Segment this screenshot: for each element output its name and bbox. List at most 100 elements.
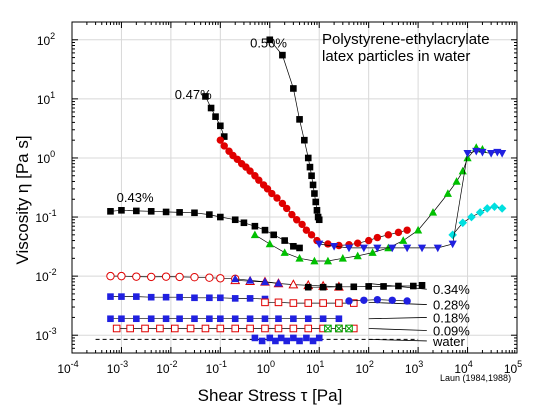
data-point	[107, 293, 114, 300]
series-3	[107, 207, 303, 252]
data-point	[335, 324, 343, 333]
data-point	[304, 315, 312, 323]
data-point	[206, 294, 213, 302]
data-point	[216, 274, 225, 283]
data-point	[478, 148, 487, 157]
data-point	[428, 208, 438, 216]
data-point	[365, 283, 372, 290]
data-point	[388, 244, 397, 253]
x-tick-label: 100	[257, 359, 275, 376]
data-point	[373, 244, 382, 253]
data-point	[306, 163, 314, 171]
data-point	[251, 222, 259, 230]
data-point	[418, 281, 426, 289]
data-point	[324, 324, 332, 333]
data-point	[345, 324, 353, 333]
data-point	[191, 209, 198, 217]
data-point	[295, 254, 304, 262]
data-point	[161, 272, 171, 281]
data-series	[106, 36, 507, 345]
data-point	[280, 248, 289, 256]
data-point	[279, 51, 286, 59]
data-point	[368, 248, 377, 256]
data-point	[452, 177, 461, 185]
data-point	[487, 149, 496, 158]
x-tick-label: 10-4	[57, 359, 78, 376]
data-point	[270, 231, 277, 239]
data-point	[345, 297, 353, 305]
data-point	[186, 324, 195, 333]
x-axis-title: Shear Stress τ [Pa]	[198, 386, 343, 405]
data-point	[268, 189, 276, 198]
y-axis-title: Viscosity η [Pa s]	[13, 135, 32, 264]
data-point-cross	[324, 324, 332, 333]
data-point	[231, 295, 239, 302]
data-point	[132, 272, 141, 281]
data-point	[403, 226, 411, 234]
data-point	[304, 324, 313, 333]
data-point	[212, 113, 219, 120]
data-point	[296, 337, 303, 345]
x-tick-label: 10-2	[156, 359, 177, 376]
data-point	[217, 294, 224, 302]
data-point	[315, 240, 324, 249]
data-point	[206, 211, 213, 218]
x-tick-label: 105	[504, 359, 522, 376]
data-point	[289, 324, 298, 333]
data-point	[118, 207, 125, 214]
x-tick-label: 102	[355, 359, 373, 376]
data-point	[273, 194, 281, 202]
data-point	[283, 337, 291, 345]
data-point	[272, 337, 279, 345]
data-point	[231, 216, 239, 224]
x-tick-label: 103	[405, 359, 423, 376]
annotation-label: 0.34%	[433, 282, 470, 297]
data-point	[217, 315, 224, 323]
data-point	[288, 210, 296, 219]
annotation-label: 0.18%	[433, 310, 470, 325]
data-point	[133, 207, 140, 215]
data-point	[301, 136, 308, 144]
annotation-label: 0.50%	[250, 35, 287, 50]
data-point	[315, 334, 323, 342]
data-point	[147, 315, 155, 323]
data-point	[246, 324, 254, 333]
data-point	[261, 226, 269, 234]
data-point	[338, 254, 347, 262]
annotation-label: 0.28%	[433, 298, 470, 313]
annotations: 0.50% 0.47% 0.43% 0.34%0.28%0.18%0.09%water	[117, 35, 471, 348]
data-point	[310, 256, 319, 265]
data-point	[360, 296, 368, 304]
data-point	[261, 298, 269, 307]
data-point	[201, 324, 210, 333]
data-point	[384, 243, 393, 252]
data-point	[463, 149, 472, 158]
data-point	[265, 239, 274, 248]
data-point	[176, 209, 183, 216]
chart-subtitle: latex particles in water	[322, 48, 470, 65]
data-point	[216, 136, 225, 144]
data-point	[303, 334, 310, 342]
data-point	[112, 324, 121, 333]
y-tick-label: 100	[37, 149, 55, 166]
data-point	[403, 244, 412, 253]
data-point	[261, 324, 269, 333]
data-point	[162, 208, 170, 216]
data-point	[107, 315, 114, 323]
data-point	[443, 189, 452, 197]
axis-ticks: 10-4 10-3 10-2 10-1 100 101 102 103 104 10510-310…	[35, 21, 522, 376]
data-point	[141, 324, 149, 333]
x-tick-label: 10-3	[107, 359, 128, 376]
data-point	[373, 295, 382, 304]
data-point	[266, 36, 274, 44]
data-point	[206, 315, 213, 323]
data-point	[302, 226, 311, 234]
data-point	[231, 324, 240, 333]
source-credit: Laun (1984,1988)	[440, 373, 511, 383]
data-point	[304, 154, 312, 162]
data-point	[490, 202, 499, 211]
data-point	[290, 334, 297, 342]
data-point	[350, 283, 358, 291]
data-point	[255, 176, 263, 184]
series-line	[235, 278, 279, 284]
